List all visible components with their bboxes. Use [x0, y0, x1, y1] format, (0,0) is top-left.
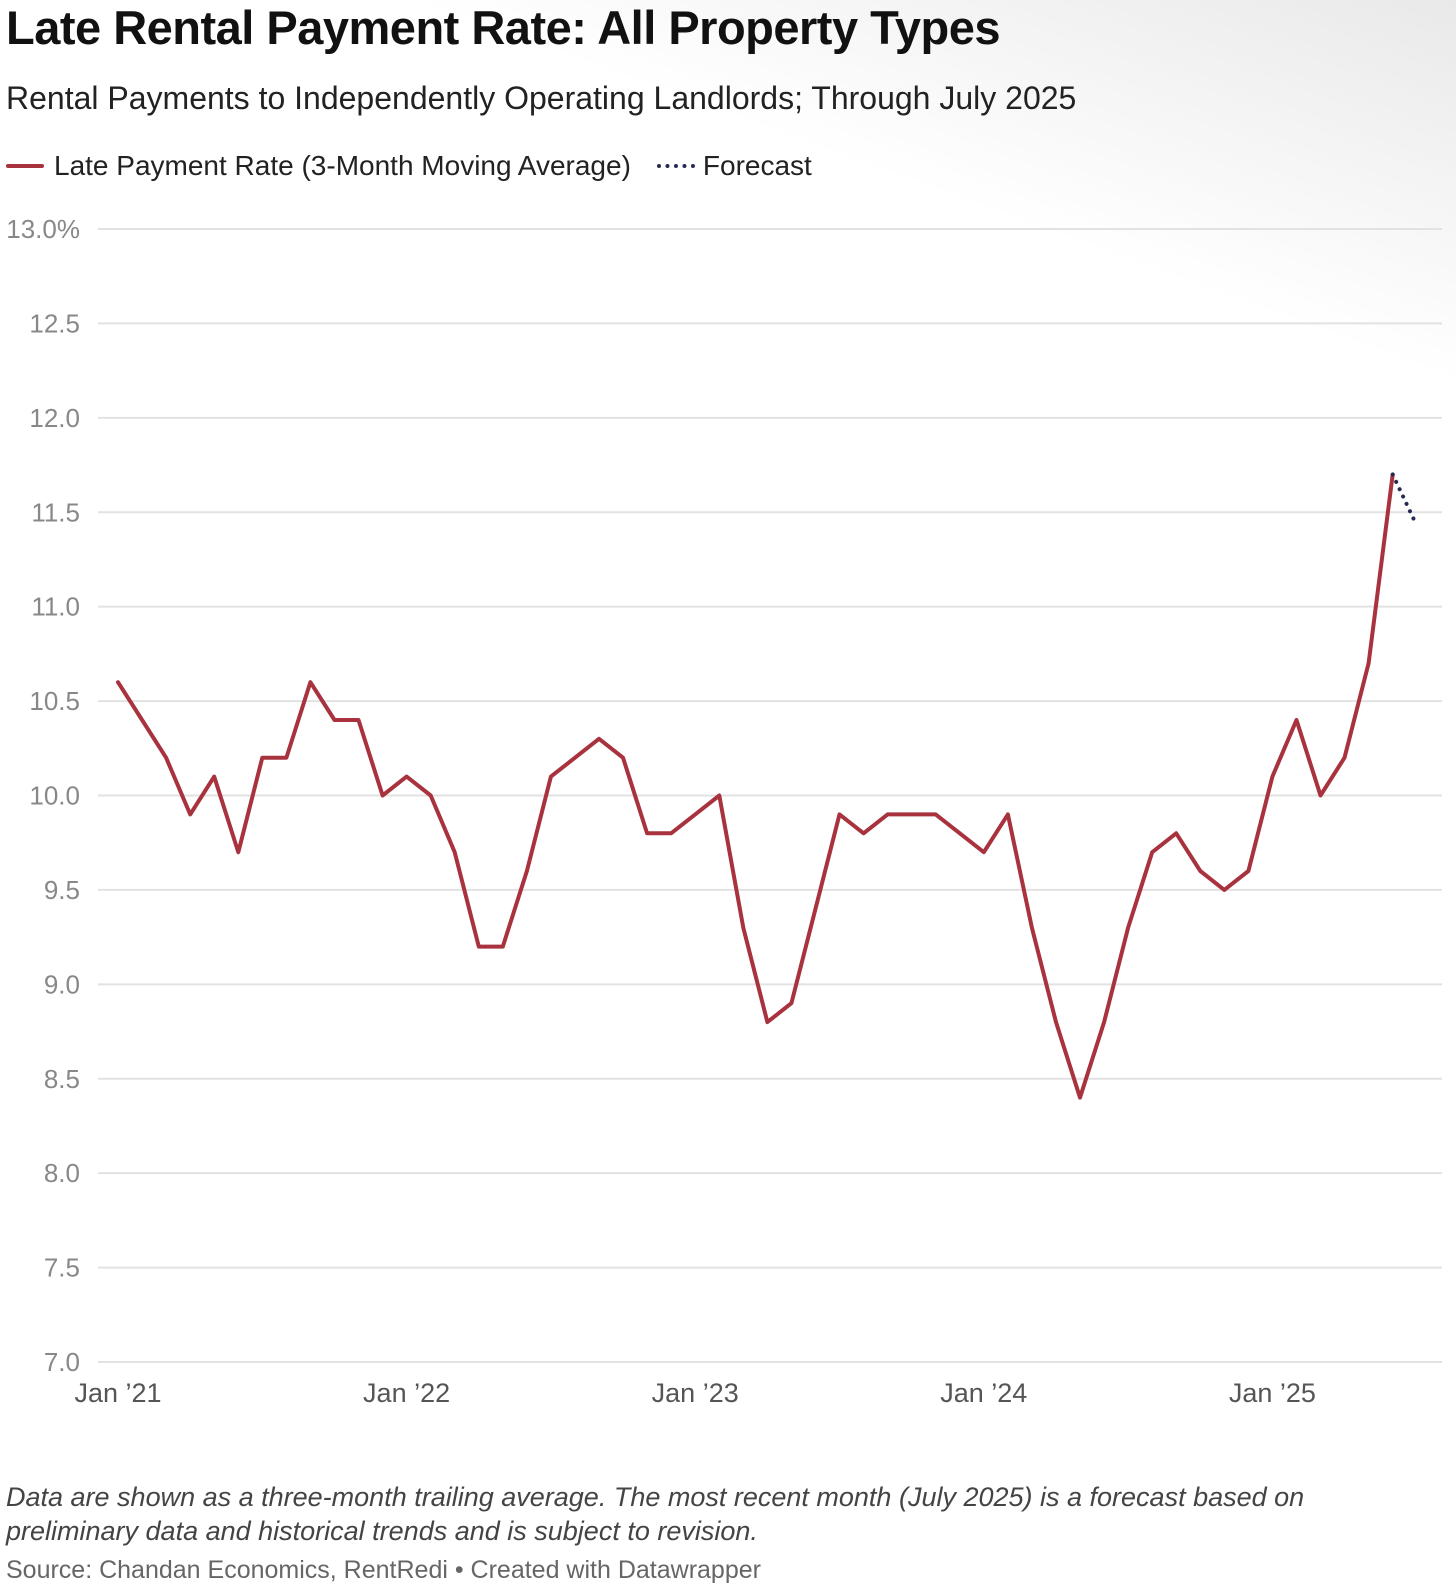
y-tick-label: 8.0 [44, 1158, 80, 1188]
y-tick-label: 10.0 [29, 781, 80, 811]
chart-source: Source: Chandan Economics, RentRedi • Cr… [6, 1556, 761, 1584]
y-tick-label: 7.5 [44, 1253, 80, 1283]
legend-item-forecast: Forecast [656, 150, 812, 182]
series-line-forecast [1390, 472, 1419, 528]
x-tick-label: Jan ’25 [1229, 1378, 1316, 1408]
x-tick-label: Jan ’23 [652, 1378, 739, 1408]
y-tick-label: 13.0% [6, 214, 80, 244]
line-chart: 13.0% 12.5 12.0 11.5 11.0 10.5 10.0 9.5 9.0 8.5 8.… [6, 214, 1442, 1408]
x-tick-label: Jan ’24 [940, 1378, 1027, 1408]
y-tick-label: 12.5 [29, 308, 80, 338]
y-tick-label: 9.5 [44, 875, 80, 905]
grid-lines [98, 228, 1442, 1363]
y-tick-label: 11.0 [31, 592, 80, 622]
y-tick-label: 8.5 [44, 1064, 80, 1094]
chart-title: Late Rental Payment Rate: All Property T… [6, 1, 1001, 54]
y-tick-label: 10.5 [29, 686, 80, 716]
x-axis-ticks: Jan ’21 Jan ’22 Jan ’23 Jan ’24 Jan ’25 [74, 1378, 1315, 1408]
legend-item-actual: Late Payment Rate (3-Month Moving Averag… [6, 150, 631, 182]
x-tick-label: Jan ’21 [74, 1378, 161, 1408]
legend-swatch-solid-line [6, 164, 44, 168]
y-tick-label: 12.0 [29, 403, 80, 433]
y-tick-label: 9.0 [44, 969, 80, 999]
legend-swatch-dotted-line [656, 164, 695, 168]
legend: Late Payment Rate (3-Month Moving Averag… [6, 150, 838, 182]
y-tick-label: 11.5 [31, 497, 80, 527]
y-tick-label: 7.0 [44, 1347, 80, 1377]
x-tick-label: Jan ’22 [363, 1378, 450, 1408]
legend-label-actual: Late Payment Rate (3-Month Moving Averag… [54, 150, 631, 181]
chart-subtitle: Rental Payments to Independently Operati… [6, 80, 1077, 116]
legend-label-forecast: Forecast [702, 150, 812, 181]
series-line-actual [116, 472, 1395, 1100]
chart-notes: Data are shown as a three-month trailing… [6, 1482, 1305, 1546]
series-lines [116, 472, 1419, 1100]
y-axis-ticks: 13.0% 12.5 12.0 11.5 11.0 10.5 10.0 9.5 9.0 8.5 8.… [6, 214, 80, 1377]
